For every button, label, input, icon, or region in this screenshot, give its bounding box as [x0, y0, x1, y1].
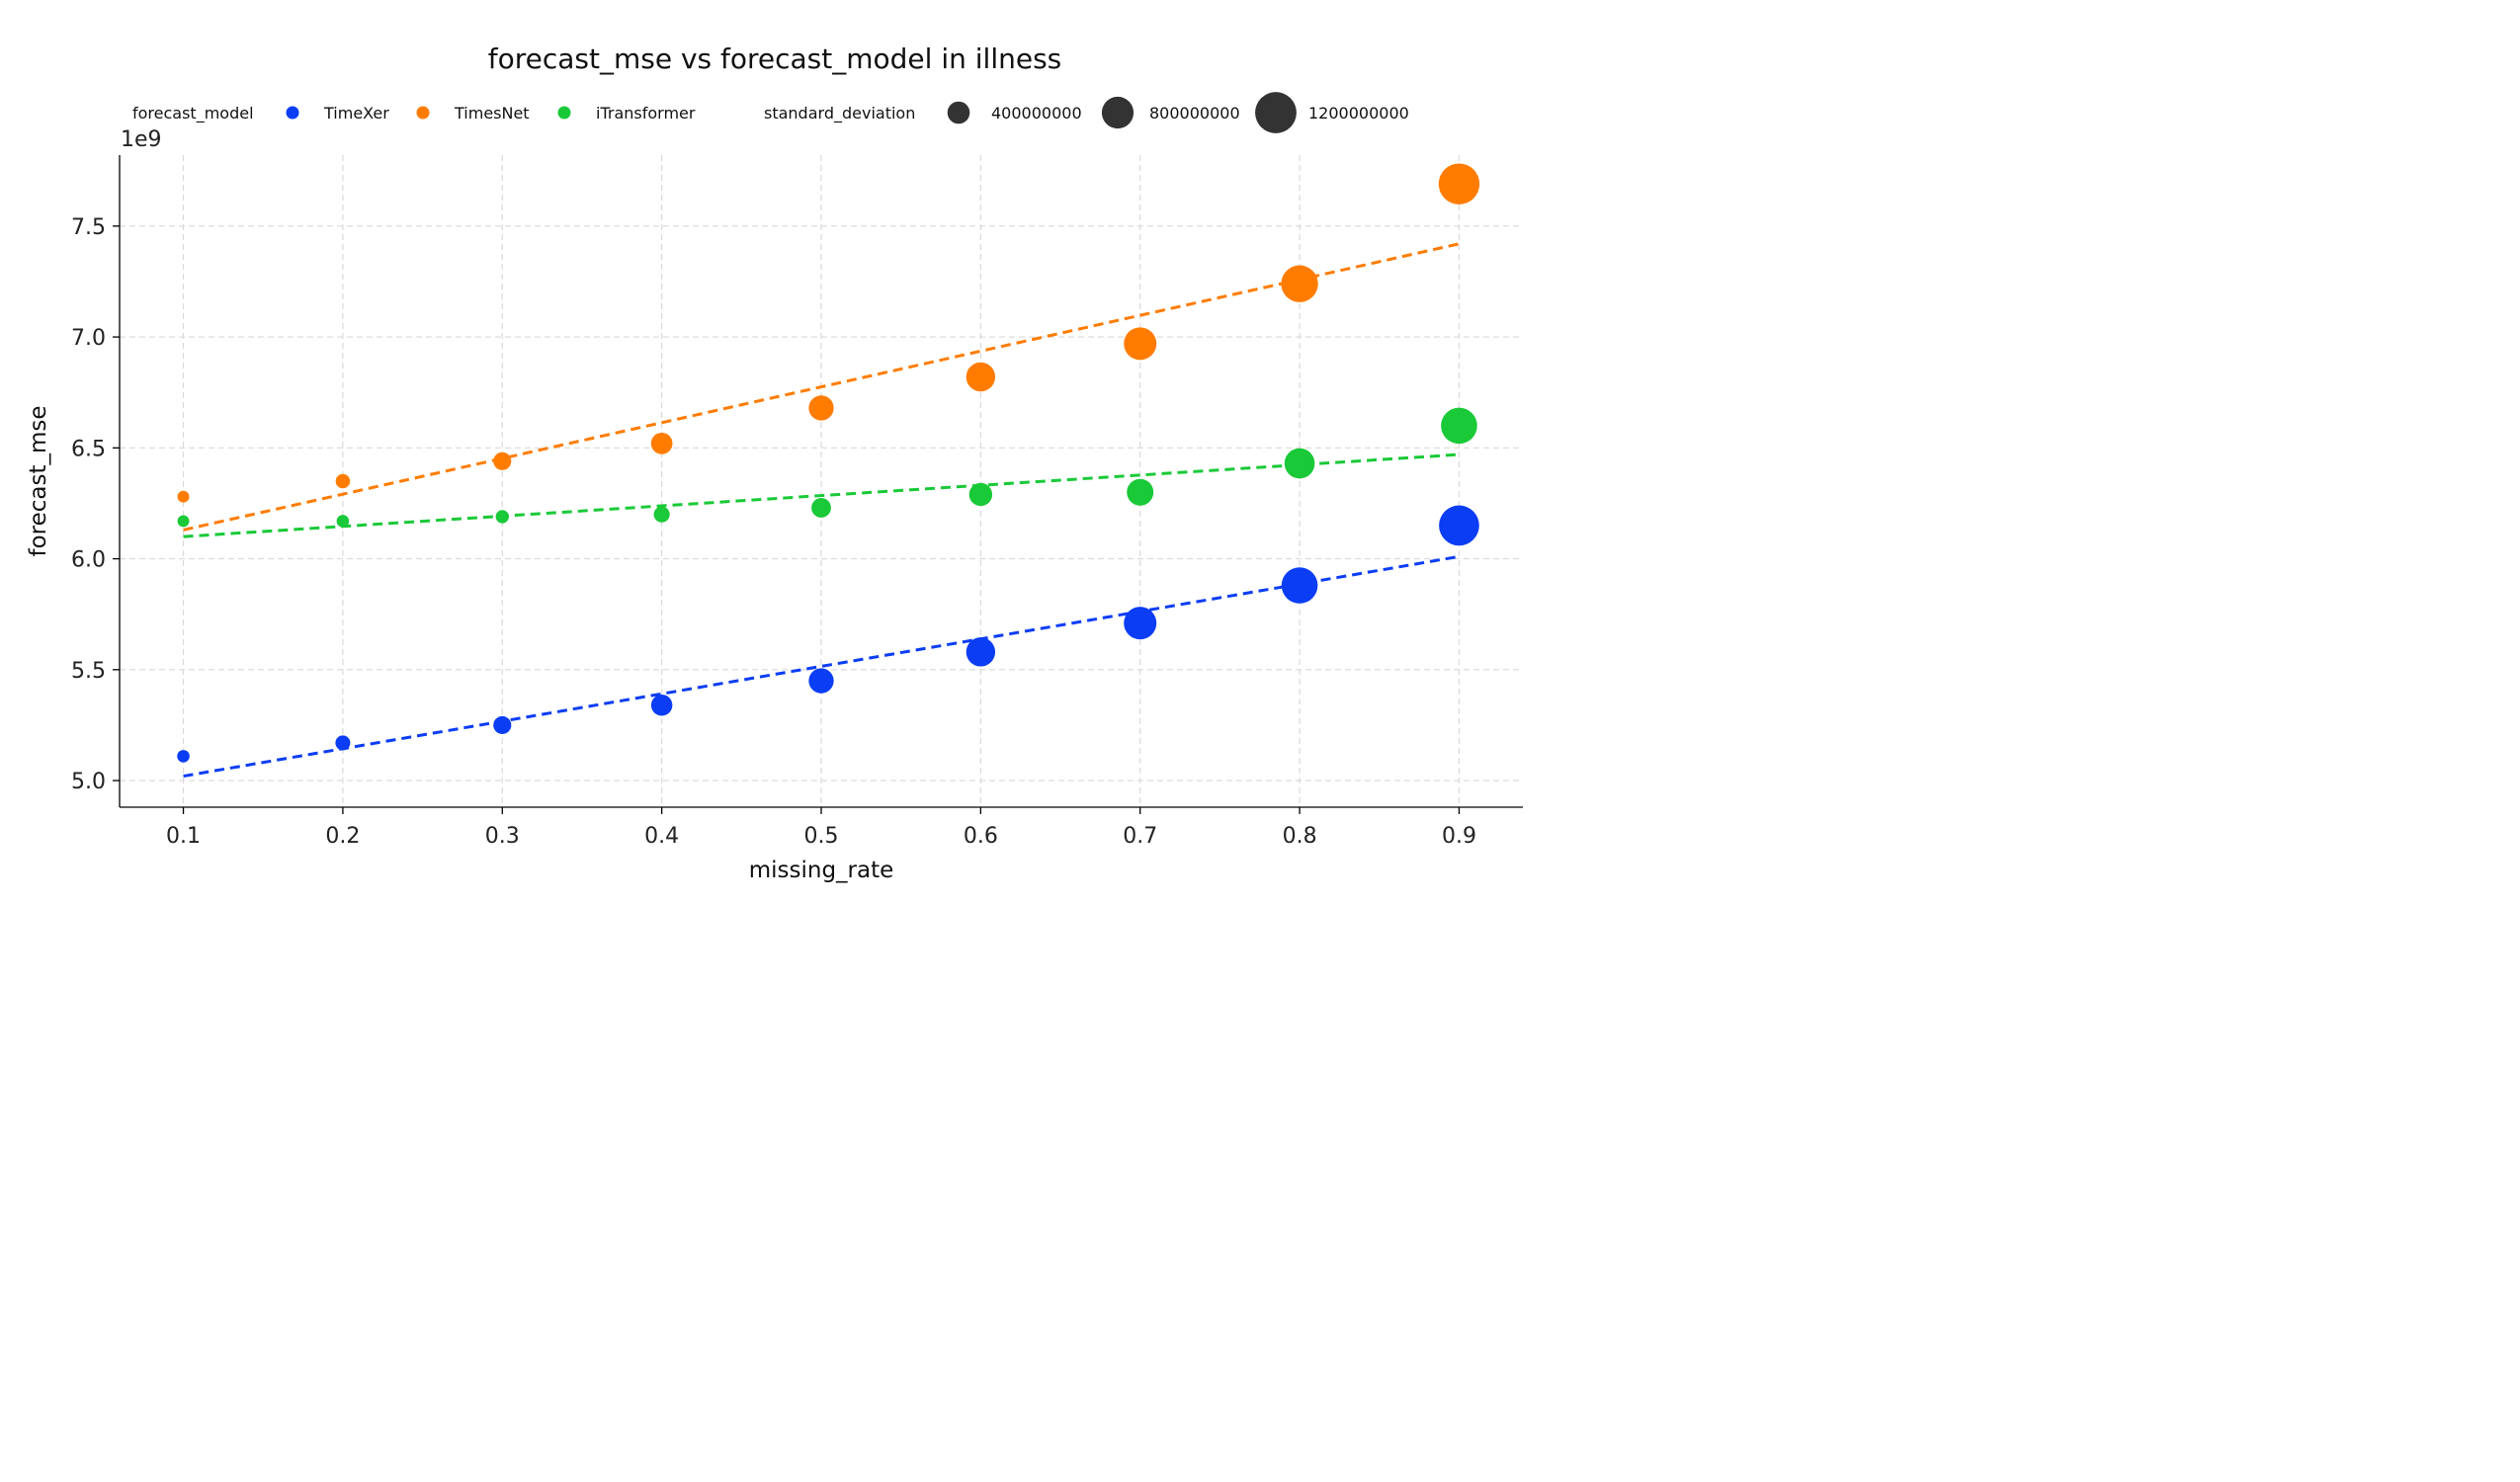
point-itransformer — [1127, 478, 1154, 506]
point-itransformer — [653, 506, 670, 523]
legend-marker-itransformer — [557, 106, 571, 120]
point-timexer — [1281, 567, 1318, 604]
point-itransformer — [177, 515, 190, 528]
x-tick-label: 0.7 — [1123, 824, 1157, 849]
point-timesnet — [1438, 163, 1480, 205]
point-timesnet — [493, 452, 512, 470]
trendline-timexer — [183, 554, 1460, 779]
x-tick-label: 0.8 — [1283, 824, 1317, 849]
point-itransformer — [811, 498, 831, 518]
point-itransformer — [495, 510, 509, 524]
trendline-timesnet — [183, 242, 1460, 532]
grid — [120, 155, 1523, 807]
trendline-itransformer — [183, 453, 1460, 538]
point-timesnet — [808, 395, 834, 421]
point-timexer — [493, 715, 512, 734]
y-axis-offset-label: 1e9 — [121, 127, 162, 152]
point-timexer — [177, 750, 190, 763]
point-timexer — [808, 668, 834, 694]
legend: forecast_model standard_deviation TimeXe… — [132, 92, 1409, 133]
legend-label-timesnet: TimesNet — [454, 104, 530, 123]
point-timesnet — [177, 490, 190, 503]
x-tick-label: 0.9 — [1442, 824, 1476, 849]
legend-marker-timesnet — [416, 106, 430, 120]
x-tick-label: 0.5 — [804, 824, 839, 849]
y-axis-title: forecast_mse — [26, 405, 51, 556]
point-timesnet — [1281, 265, 1318, 302]
y-tick-label: 6.5 — [71, 437, 106, 461]
legend-label-timexer: TimeXer — [323, 104, 389, 123]
legend-size-marker — [1101, 96, 1134, 129]
legend-size-label: 800000000 — [1149, 104, 1240, 123]
point-timexer — [335, 735, 351, 751]
y-tick-label: 7.5 — [71, 215, 106, 240]
legend-marker-timexer — [286, 106, 299, 120]
legend-hue-title: forecast_model — [132, 104, 254, 124]
point-itransformer — [968, 482, 993, 507]
point-timesnet — [650, 432, 673, 454]
point-timesnet — [1124, 327, 1157, 361]
y-tick-label: 5.0 — [71, 770, 106, 794]
y-ticks: 5.0 5.5 6.0 6.5 7.0 7.5 — [71, 215, 120, 794]
legend-size-marker — [947, 101, 970, 124]
point-timesnet — [335, 473, 351, 489]
point-itransformer — [1441, 407, 1477, 445]
x-tick-label: 0.4 — [644, 824, 679, 849]
legend-size-label: 400000000 — [991, 104, 1082, 123]
data-points — [177, 163, 1480, 763]
point-timexer — [1124, 607, 1157, 640]
scatter-chart: forecast_mse vs forecast_model in illnes… — [26, 42, 1523, 883]
legend-size-title: standard_deviation — [764, 104, 915, 124]
x-axis-title: missing_rate — [749, 858, 894, 883]
legend-label-itransformer: iTransformer — [596, 104, 696, 123]
point-timesnet — [966, 362, 996, 392]
x-tick-label: 0.2 — [325, 824, 360, 849]
trendlines — [183, 242, 1460, 779]
legend-size-marker — [1255, 92, 1297, 133]
y-tick-label: 5.5 — [71, 659, 106, 684]
x-tick-label: 0.6 — [964, 824, 998, 849]
x-ticks: 0.1 0.2 0.3 0.4 0.5 0.6 0.7 0.8 0.9 — [166, 807, 1476, 849]
legend-size-label: 1200000000 — [1308, 104, 1409, 123]
y-tick-label: 7.0 — [71, 326, 106, 351]
point-itransformer — [1284, 448, 1315, 479]
x-tick-label: 0.1 — [166, 824, 201, 849]
point-timexer — [966, 637, 996, 667]
y-tick-label: 6.0 — [71, 548, 106, 573]
x-tick-label: 0.3 — [485, 824, 520, 849]
point-timexer — [1439, 505, 1479, 546]
point-itransformer — [336, 515, 350, 528]
chart-title: forecast_mse vs forecast_model in illnes… — [488, 42, 1062, 75]
point-timexer — [650, 694, 673, 716]
